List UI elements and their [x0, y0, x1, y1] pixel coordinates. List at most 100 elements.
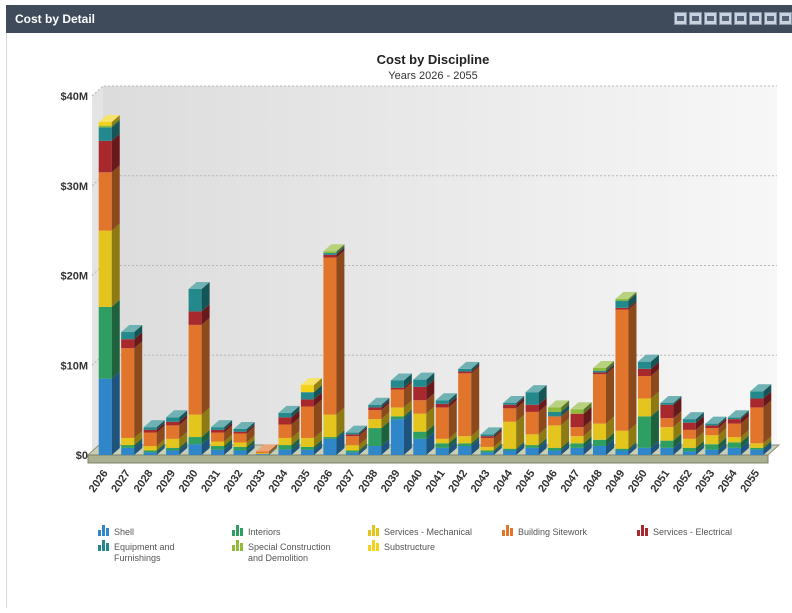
bar-segment[interactable] — [480, 439, 502, 451]
bar-segment[interactable] — [548, 404, 570, 417]
bar-segment[interactable] — [548, 418, 570, 448]
help-icon[interactable] — [749, 12, 762, 25]
bar-segment[interactable] — [300, 377, 322, 393]
bar-segment[interactable] — [705, 437, 727, 450]
bar-segment[interactable] — [458, 364, 480, 374]
bar-segment[interactable] — [345, 438, 367, 451]
bar-segment[interactable] — [435, 393, 457, 404]
bar-segment[interactable] — [660, 411, 682, 428]
bar-segment[interactable] — [98, 118, 120, 128]
bar-segment[interactable] — [750, 391, 772, 408]
bar-segment[interactable] — [682, 412, 704, 423]
bar-segment[interactable] — [525, 440, 547, 455]
bar-segment[interactable] — [548, 443, 570, 455]
bar-segment[interactable] — [615, 300, 637, 310]
bar-segment[interactable] — [435, 396, 457, 408]
bar-segment[interactable] — [323, 247, 345, 258]
bar-segment[interactable] — [637, 391, 659, 417]
bar-segment[interactable] — [345, 445, 367, 455]
bar-segment[interactable] — [458, 439, 480, 455]
bar-segment[interactable] — [525, 397, 547, 412]
bar-segment[interactable] — [255, 446, 278, 455]
bar-segment[interactable] — [390, 382, 412, 408]
bar-segment[interactable] — [705, 418, 727, 429]
bar-segment[interactable] — [727, 410, 749, 420]
bar-segment[interactable] — [211, 420, 233, 430]
bar-segment[interactable] — [390, 380, 412, 390]
bar-segment[interactable] — [166, 410, 188, 422]
bar-segment[interactable] — [188, 281, 210, 312]
bar-segment[interactable] — [166, 431, 188, 448]
bar-segment[interactable] — [570, 406, 592, 428]
bar-segment[interactable] — [233, 421, 255, 432]
bar-segment[interactable] — [458, 361, 480, 372]
bar-segment[interactable] — [98, 120, 120, 141]
bar-segment[interactable] — [750, 442, 772, 455]
legend-item[interactable]: Services - Electrical — [637, 525, 732, 537]
legend-item[interactable]: Building Sitework — [502, 525, 588, 537]
bar-segment[interactable] — [98, 133, 120, 173]
bar-segment[interactable] — [660, 433, 682, 448]
bar-segment[interactable] — [300, 392, 322, 407]
bar-segment[interactable] — [503, 401, 525, 422]
bar-segment[interactable] — [615, 302, 637, 431]
bar-segment[interactable] — [345, 427, 367, 437]
bar-segment[interactable] — [390, 412, 412, 455]
bar-segment[interactable] — [480, 429, 502, 438]
bar-segment[interactable] — [188, 430, 210, 445]
bar-segment[interactable] — [255, 444, 278, 454]
bar-segment[interactable] — [458, 436, 480, 447]
bar-segment[interactable] — [413, 372, 435, 387]
bar-segment[interactable] — [682, 431, 704, 448]
bar-segment[interactable] — [660, 440, 682, 455]
bar-segment[interactable] — [435, 436, 457, 448]
bar-segment[interactable] — [750, 440, 772, 450]
bar-segment[interactable] — [278, 417, 300, 438]
bar-segment[interactable] — [525, 427, 547, 446]
bar-segment[interactable] — [390, 400, 412, 417]
filter-icon[interactable] — [719, 12, 732, 25]
bar-segment[interactable] — [188, 317, 210, 415]
bar-segment[interactable] — [121, 332, 143, 349]
bar-segment[interactable] — [166, 418, 188, 439]
bar-segment[interactable] — [143, 422, 165, 433]
bar-segment[interactable] — [615, 291, 637, 301]
bar-segment[interactable] — [637, 354, 659, 369]
bar-segment[interactable] — [300, 385, 322, 400]
bar-segment[interactable] — [368, 439, 390, 455]
bar-segment[interactable] — [480, 430, 502, 447]
bar-segment[interactable] — [255, 447, 278, 455]
legend-item[interactable]: Interiors — [232, 525, 281, 537]
bar-segment[interactable] — [592, 416, 615, 440]
bar-segment[interactable] — [480, 445, 502, 455]
bar-segment[interactable] — [300, 439, 322, 450]
bar-segment[interactable] — [413, 406, 435, 432]
bar-segment[interactable] — [233, 424, 255, 434]
bar-segment[interactable] — [570, 402, 592, 414]
bar-segment[interactable] — [413, 379, 435, 401]
bar-segment[interactable] — [750, 436, 772, 448]
bar-segment[interactable] — [323, 250, 345, 415]
bar-segment[interactable] — [615, 423, 637, 449]
bar-segment[interactable] — [727, 416, 749, 438]
export-icon[interactable] — [764, 12, 777, 25]
bar-segment[interactable] — [570, 429, 592, 444]
bar-segment[interactable] — [592, 360, 615, 371]
filter-icon[interactable] — [689, 12, 702, 25]
bar-segment[interactable] — [413, 393, 435, 414]
bar-segment[interactable] — [592, 439, 615, 455]
legend-item[interactable]: Substructure — [368, 540, 435, 552]
bar-segment[interactable] — [121, 325, 143, 340]
bar-segment[interactable] — [503, 443, 525, 455]
bar-segment[interactable] — [211, 439, 233, 450]
bar-segment[interactable] — [278, 405, 300, 418]
bar-segment[interactable] — [121, 430, 143, 446]
bar-segment[interactable] — [727, 440, 749, 455]
bar-segment[interactable] — [121, 438, 143, 448]
bar-segment[interactable] — [188, 437, 210, 455]
bar-segment[interactable] — [503, 414, 525, 449]
bar-segment[interactable] — [458, 429, 480, 444]
bar-segment[interactable] — [323, 244, 345, 254]
bar-segment[interactable] — [637, 369, 659, 399]
bar-segment[interactable] — [637, 361, 659, 377]
